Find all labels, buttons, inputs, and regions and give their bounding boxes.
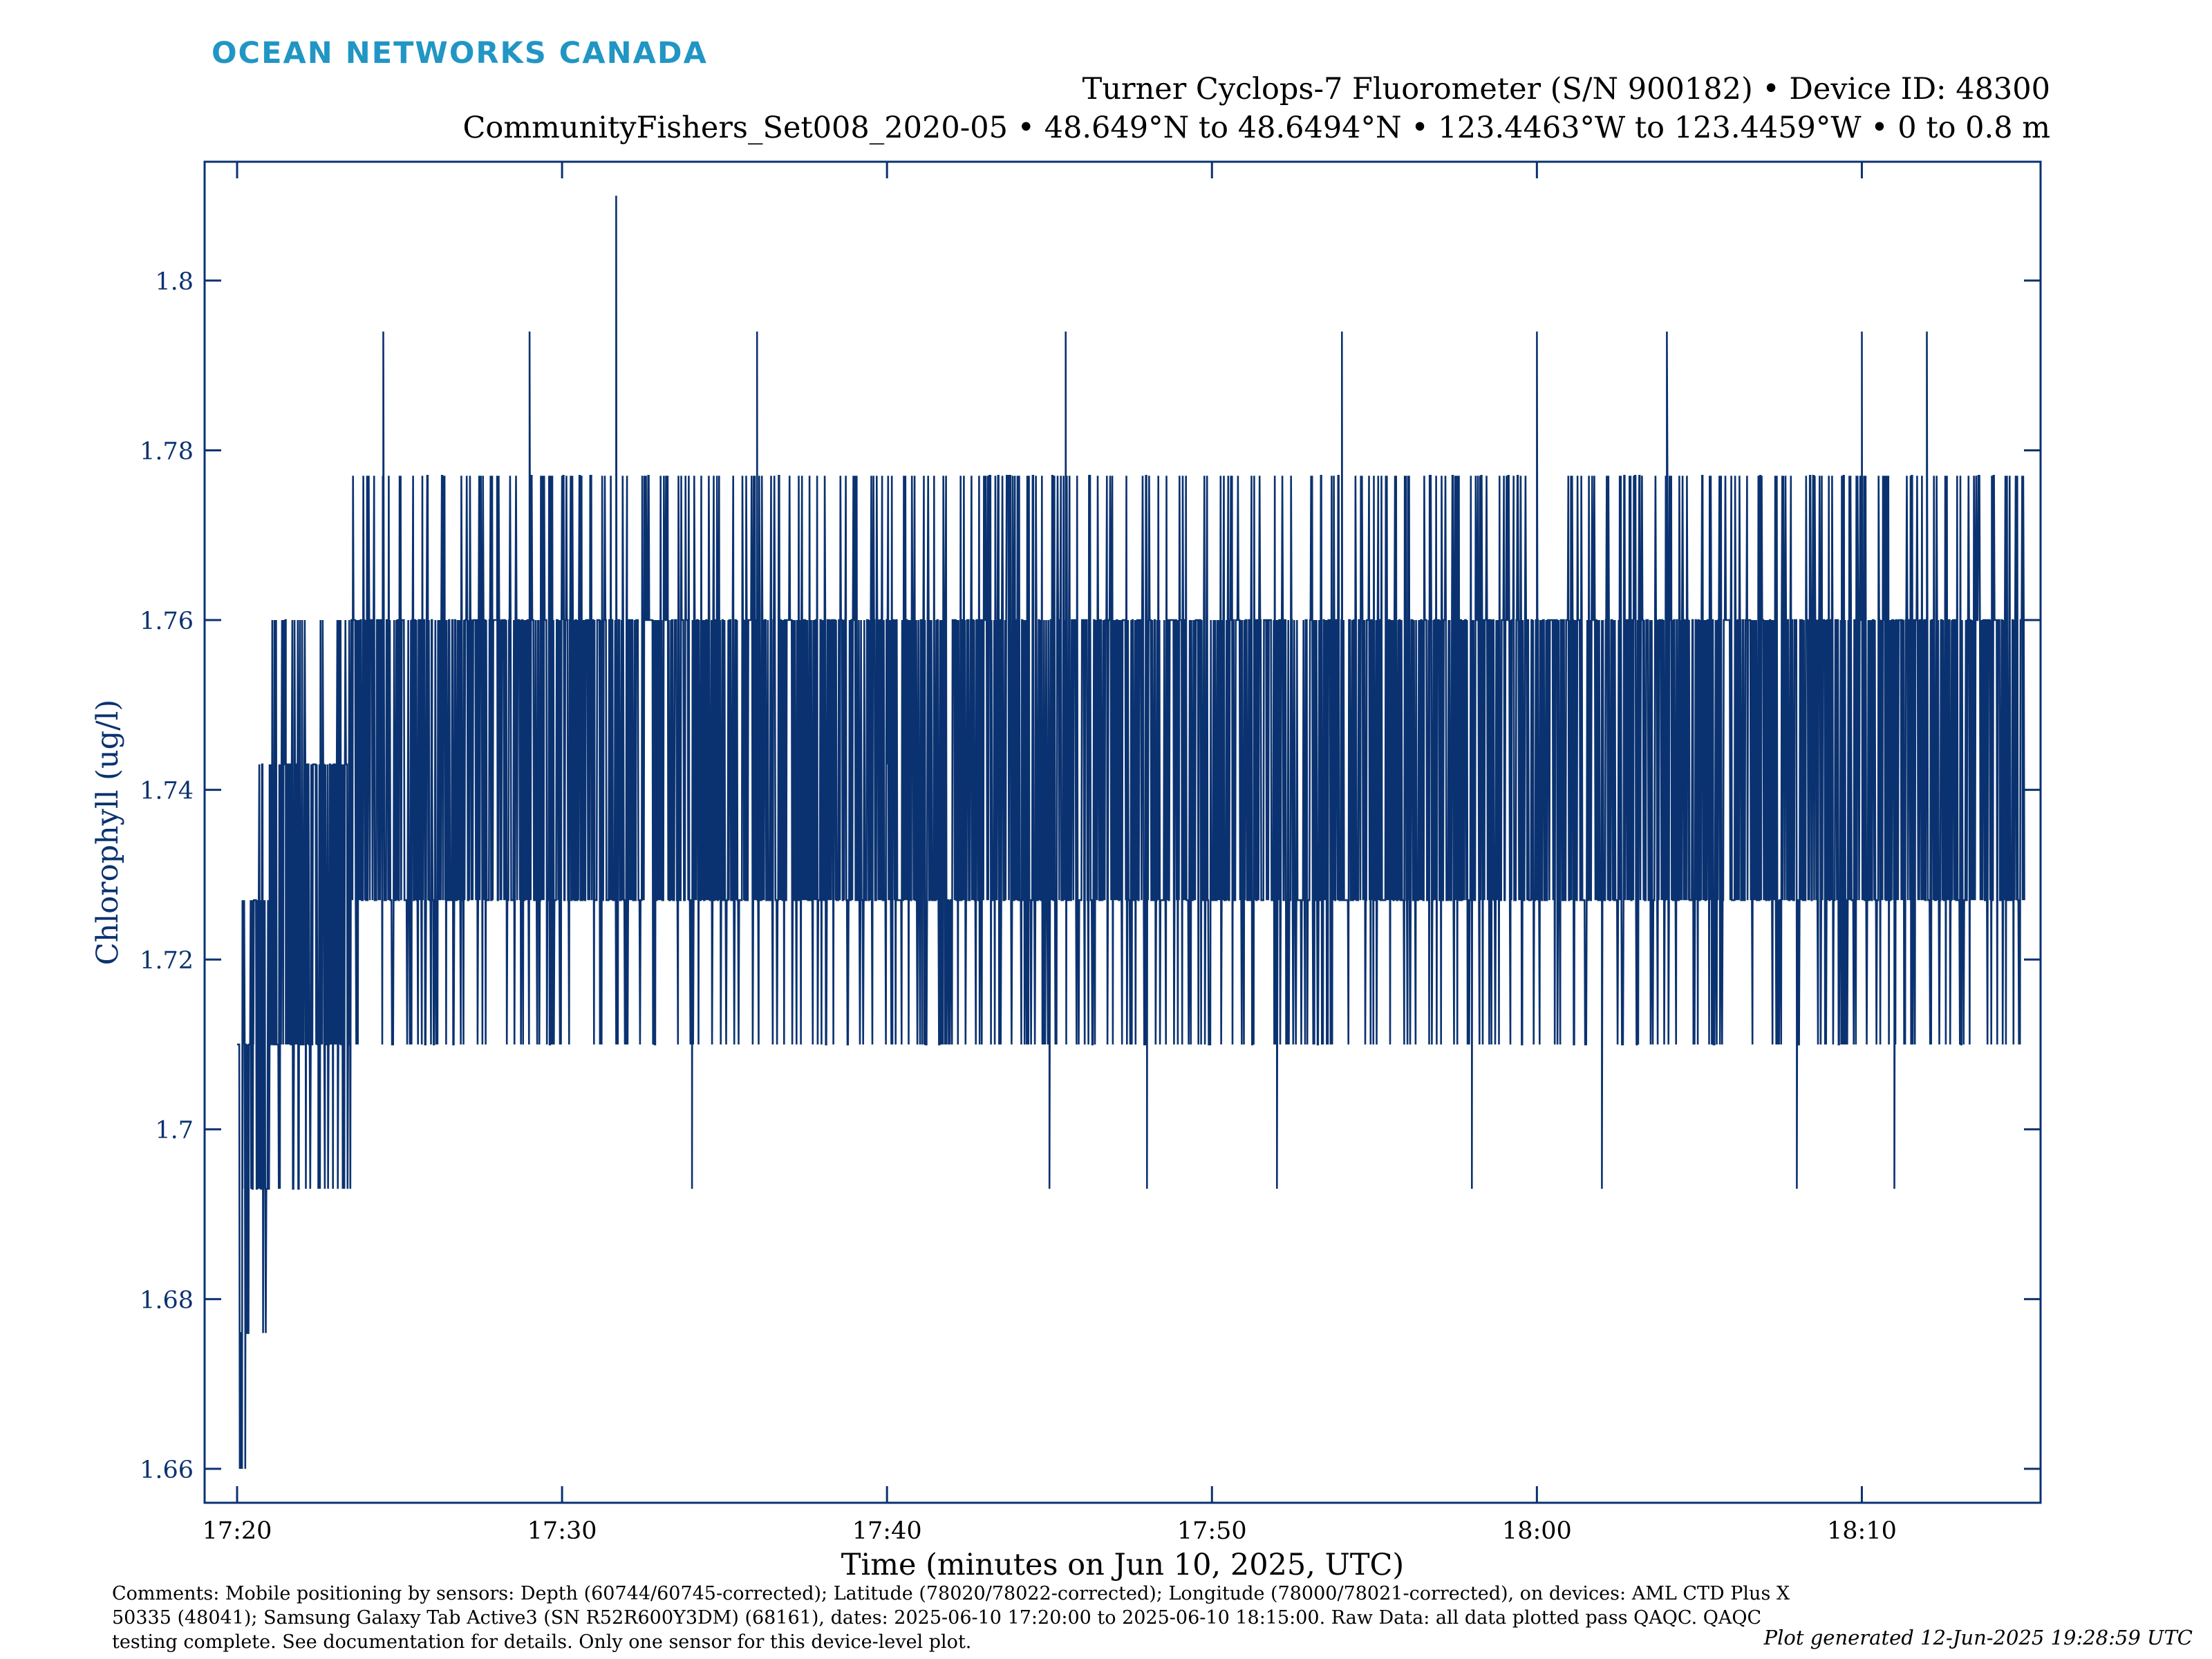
x-tick-label: 17:20 bbox=[203, 1517, 272, 1545]
comments-text: Comments: Mobile positioning by sensors:… bbox=[112, 1583, 1790, 1653]
y-axis-label: Chlorophyll (ug/l) bbox=[91, 700, 125, 965]
x-tick-label: 17:40 bbox=[852, 1517, 922, 1545]
x-tick-label: 17:30 bbox=[527, 1517, 597, 1545]
plot-generated-timestamp: Plot generated 12-Jun-2025 19:28:59 UTC bbox=[1763, 1626, 2193, 1649]
y-tick-label: 1.78 bbox=[140, 438, 194, 465]
x-tick-label: 18:00 bbox=[1502, 1517, 1572, 1545]
y-tick-label: 1.76 bbox=[140, 608, 194, 635]
tick-layer: 1.66 1.68 1.7 1.72 1.74 1.76 1.78 1.8 17:20 17:30… bbox=[140, 162, 2041, 1545]
y-tick-label: 1.7 bbox=[155, 1117, 194, 1145]
y-tick-label: 1.74 bbox=[140, 778, 194, 805]
x-tick-label: 17:50 bbox=[1177, 1517, 1247, 1545]
y-tick-label: 1.68 bbox=[140, 1286, 194, 1314]
y-tick-label: 1.72 bbox=[140, 947, 194, 975]
x-tick-label: 18:10 bbox=[1827, 1517, 1897, 1545]
x-axis-label: Time (minutes on Jun 10, 2025, UTC) bbox=[841, 1548, 1404, 1582]
ocean-networks-canada-logo: OCEAN NETWORKS CANADA bbox=[212, 36, 708, 71]
plot-title-device: Turner Cyclops-7 Fluorometer (S/N 900182… bbox=[1082, 72, 2050, 106]
y-tick-label: 1.66 bbox=[140, 1456, 194, 1484]
plot-title-location: CommunityFishers_Set008_2020-05 • 48.649… bbox=[462, 111, 2050, 145]
chlorophyll-series-line bbox=[237, 196, 2025, 1469]
y-tick-label: 1.8 bbox=[155, 268, 194, 296]
series-layer bbox=[237, 196, 2025, 1469]
